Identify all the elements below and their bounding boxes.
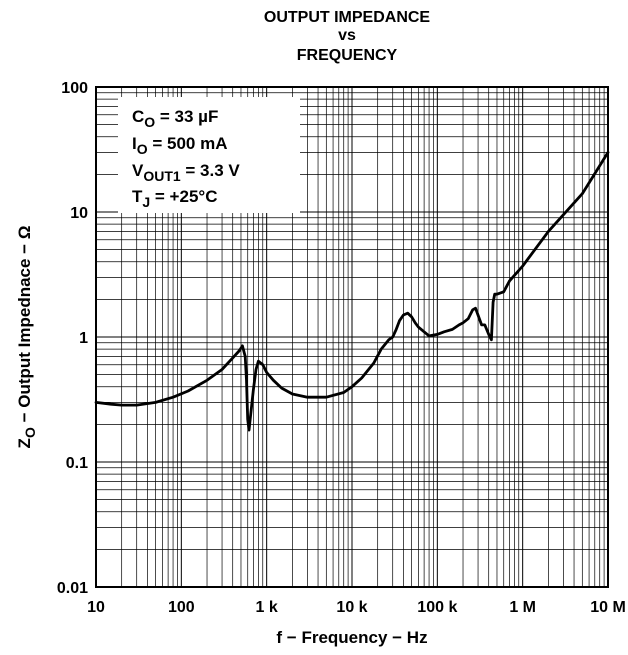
y-tick-label: 0.01 <box>57 580 88 597</box>
chart-title-line-3: FREQUENCY <box>297 47 398 64</box>
plot-area <box>95 86 609 588</box>
chart-title: OUTPUT IMPEDANCE vs FREQUENCY <box>264 9 431 64</box>
condition-current: IO = 500 mA <box>132 134 227 157</box>
x-tick-label: 1 M <box>509 599 536 616</box>
y-tick-label: 100 <box>61 80 88 97</box>
x-tick-label: 1 k <box>256 599 278 616</box>
condition-capacitance: CO = 33 µF <box>132 107 218 130</box>
y-tick-label: 10 <box>70 205 88 222</box>
y-tick-labels: 100 10 1 0.1 0.01 <box>57 80 88 597</box>
x-tick-label: 100 k <box>417 599 457 616</box>
conditions-background <box>118 97 300 213</box>
y-tick-label: 0.1 <box>66 455 88 472</box>
condition-voltage: VOUT1 = 3.3 V <box>132 161 240 184</box>
x-tick-labels: 10 100 1 k 10 k 100 k 1 M 10 M <box>87 599 626 616</box>
chart-title-line-1: OUTPUT IMPEDANCE <box>264 9 431 26</box>
x-tick-label: 100 <box>168 599 195 616</box>
x-tick-label: 10 k <box>336 599 367 616</box>
impedance-curve <box>94 151 610 432</box>
condition-temperature: TJ = +25°C <box>132 187 217 210</box>
x-tick-label: 10 M <box>590 599 626 616</box>
chart-title-line-2: vs <box>338 27 356 44</box>
conditions-box: CO = 33 µF IO = 500 mA VOUT1 = 3.3 V TJ … <box>118 97 300 213</box>
y-tick-label: 1 <box>79 330 88 347</box>
x-tick-label: 10 <box>87 599 105 616</box>
x-axis-title: f − Frequency − Hz <box>276 628 427 647</box>
y-axis-title: ZO − Output Impednace − Ω <box>15 226 38 449</box>
